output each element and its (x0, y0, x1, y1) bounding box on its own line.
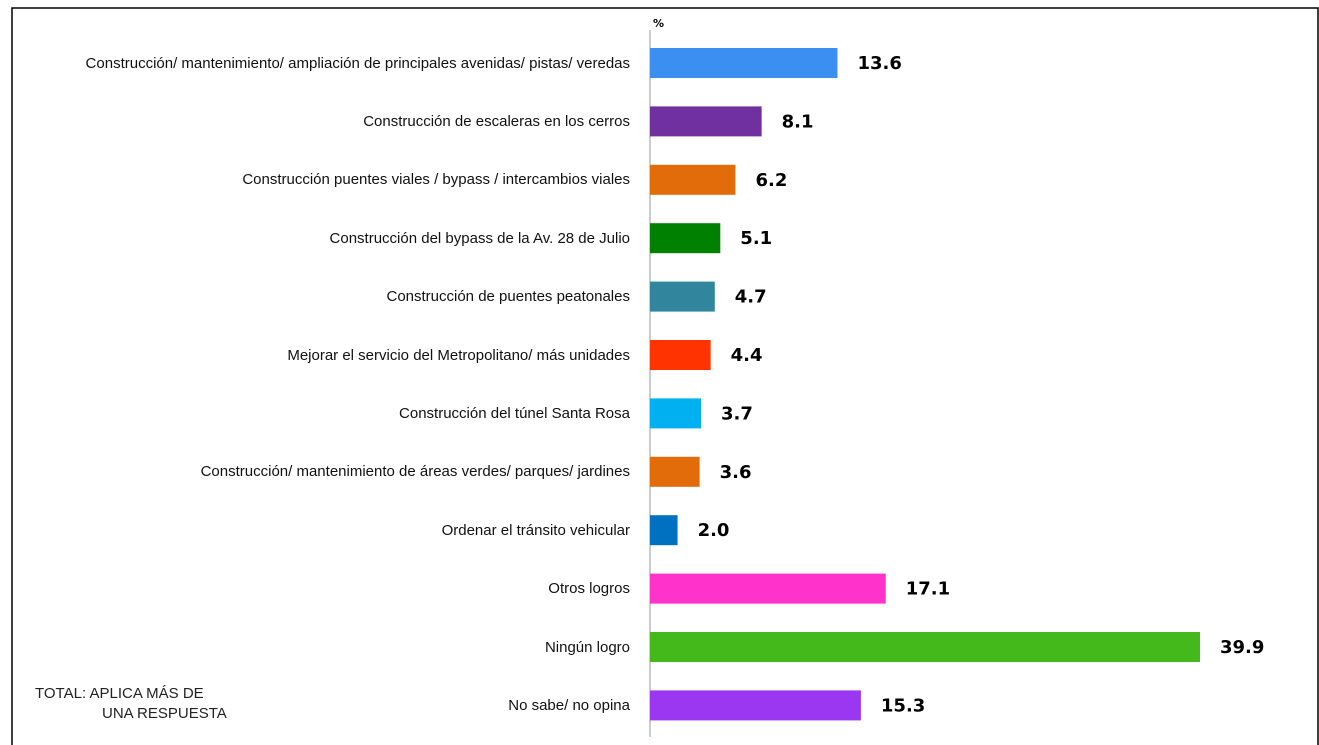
value-label: 6.2 (755, 170, 787, 191)
value-label: 15.3 (881, 695, 925, 716)
category-label: Construcción puentes viales / bypass / i… (242, 171, 630, 189)
bar (650, 515, 678, 546)
annotation: TOTAL: APLICA MÁS DE (35, 685, 204, 702)
value-label: 8.1 (782, 111, 814, 132)
category-label: Otros logros (548, 580, 630, 598)
bar (650, 164, 736, 195)
value-label: 2.0 (698, 520, 730, 541)
bar (650, 456, 700, 487)
frame (11, 7, 1319, 745)
value-label: 13.6 (857, 53, 901, 74)
category-label: Construcción/ mantenimiento de áreas ver… (200, 463, 630, 481)
value-label: 4.4 (731, 345, 763, 366)
value-label: 3.7 (721, 403, 753, 424)
value-label: 5.1 (740, 228, 772, 249)
bar (650, 223, 721, 254)
value-label: 17.1 (906, 579, 950, 600)
bar (650, 281, 715, 312)
value-label: 3.6 (720, 462, 752, 483)
annotation: UNA RESPUESTA (102, 705, 227, 722)
unit-label: % (653, 17, 664, 30)
bar (650, 632, 1200, 662)
category-label: Construcción/ mantenimiento/ ampliación … (85, 54, 630, 72)
category-label: Construcción del bypass de la Av. 28 de … (329, 229, 630, 247)
bar (650, 690, 861, 721)
bar (650, 48, 838, 78)
category-label: No sabe/ no opina (508, 696, 630, 714)
category-label: Construcción de puentes peatonales (386, 288, 630, 306)
category-label: Construcción del túnel Santa Rosa (399, 404, 630, 422)
category-label: Ordenar el tránsito vehicular (441, 521, 630, 539)
value-label: 39.9 (1220, 637, 1264, 658)
value-label: 4.7 (735, 287, 767, 308)
bar (650, 398, 702, 429)
bar (650, 106, 762, 137)
category-label: Construcción de escaleras en los cerros (363, 112, 630, 130)
bar (650, 340, 711, 370)
bar (650, 573, 886, 604)
category-label: Mejorar el servicio del Metropolitano/ m… (287, 346, 630, 364)
category-label: Ningún logro (544, 638, 630, 656)
